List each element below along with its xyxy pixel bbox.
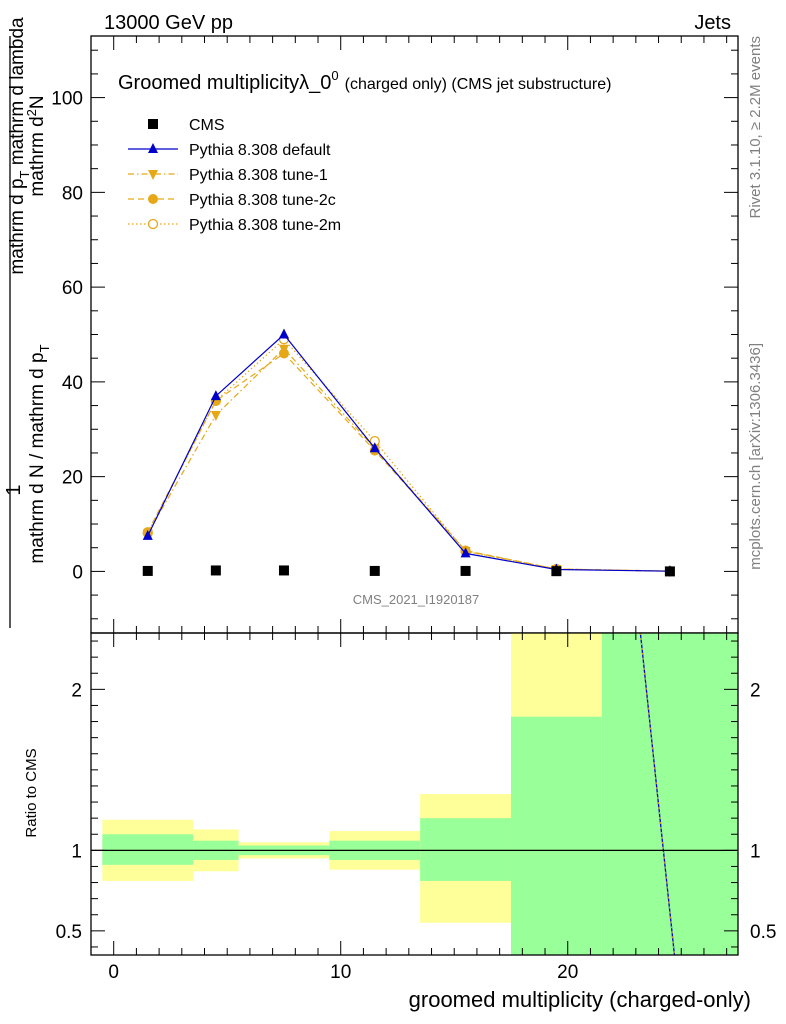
analysis-watermark: CMS_2021_I1920187 <box>353 592 480 607</box>
svg-text:mathrm d pT mathrm d lambda: mathrm d pT mathrm d lambda <box>7 17 32 275</box>
series-line <box>147 333 670 572</box>
energy-label: 13000 GeV pp <box>104 12 233 34</box>
stat-uncertainty-band-4 <box>420 818 511 881</box>
main-ylabel: 1 mathrm d N / mathrm d pT mathrm d2N ma… <box>3 17 52 628</box>
data-point <box>278 565 289 576</box>
x-tick-label: 20 <box>557 962 578 983</box>
category-label: Jets <box>694 12 731 34</box>
y-tick-label: 20 <box>62 468 83 489</box>
legend-marker <box>147 218 159 230</box>
ratio-plot-panel: 0 10 20 0.5 0.5 1 1 2 2 <box>56 632 776 983</box>
ratio-bands <box>102 633 738 955</box>
side-rivet-label: Rivet 3.1.10, ≥ 2.2M events <box>747 36 764 219</box>
ratio-ylabel: Ratio to CMS <box>23 748 40 837</box>
legend-label: Pythia 8.308 tune-2m <box>189 217 341 234</box>
legend-item: Pythia 8.308 tune-1 <box>128 167 328 184</box>
data-point <box>460 547 471 558</box>
chart-title: Groomed multiplicityλ_00(charged only) (… <box>118 68 611 94</box>
legend-item: CMS <box>148 117 225 134</box>
x-tick-label: 0 <box>108 962 119 983</box>
data-point <box>210 411 221 422</box>
legend-item: Pythia 8.308 tune-2m <box>128 217 341 234</box>
y-tick-label: 100 <box>51 89 83 110</box>
data-point <box>369 442 380 453</box>
legend-label: Pythia 8.308 tune-2c <box>189 192 336 209</box>
stat-uncertainty-band-6 <box>601 633 738 955</box>
data-point <box>551 566 562 577</box>
series-line <box>147 347 670 572</box>
legend-item: Pythia 8.308 tune-2c <box>128 192 336 209</box>
y-tick-label: 40 <box>62 373 83 394</box>
legend-marker <box>148 194 158 204</box>
stat-uncertainty-band-0 <box>102 834 194 865</box>
ratio-frame <box>90 632 739 956</box>
data-point <box>142 565 153 576</box>
ratio-tune-line <box>639 633 675 955</box>
y-tick-label: 80 <box>62 183 83 204</box>
legend-label: CMS <box>189 117 225 134</box>
side-mcplots-label: mcplots.cern.ch [arXiv:1306.3436] <box>747 343 764 570</box>
ratio-y-tick-label: 1 <box>71 841 82 862</box>
legend: CMS Pythia 8.308 default Pythia 8.308 tune… <box>128 117 341 234</box>
series-pythia-8-308-tune-1 <box>142 344 675 578</box>
data-point <box>142 529 153 540</box>
series-pythia-8-308-tune-2c <box>142 348 675 577</box>
series-line <box>147 338 670 572</box>
data-point <box>664 566 675 577</box>
data-point <box>210 565 221 576</box>
data-point <box>278 328 289 339</box>
series-pythia-8-308-default <box>142 328 675 576</box>
legend-label: Pythia 8.308 tune-1 <box>189 167 328 184</box>
legend-marker <box>148 170 158 180</box>
ratio-y-tick-label: 0.5 <box>56 922 82 943</box>
data-point <box>369 565 380 576</box>
legend-label: Pythia 8.308 default <box>189 142 331 159</box>
legend-marker <box>148 143 158 153</box>
ratio-y-tick-label-right: 2 <box>750 680 761 701</box>
y-tick-label: 0 <box>72 562 83 583</box>
ratio-y-tick-label-right: 0.5 <box>750 922 776 943</box>
data-point <box>278 344 289 355</box>
series-cms <box>142 565 675 577</box>
svg-text:mathrm d N / mathrm d pT: mathrm d N / mathrm d pT <box>27 344 52 563</box>
legend-marker <box>148 119 158 129</box>
x-tick-label: 10 <box>330 962 351 983</box>
ratio-y-tick-label: 2 <box>71 680 82 701</box>
legend-item: Pythia 8.308 default <box>128 142 331 159</box>
ratio-y-tick-label-right: 1 <box>750 841 761 862</box>
data-point <box>210 390 221 401</box>
data-point <box>460 565 471 576</box>
main-plot-panel: 0 20 40 60 80 100 <box>51 35 739 634</box>
series-pythia-8-308-tune-2m <box>142 334 676 577</box>
x-axis-label: groomed multiplicity (charged-only) <box>409 987 751 1012</box>
svg-text:1: 1 <box>3 484 25 495</box>
y-tick-label: 60 <box>62 278 83 299</box>
stat-uncertainty-band-5 <box>510 716 602 955</box>
